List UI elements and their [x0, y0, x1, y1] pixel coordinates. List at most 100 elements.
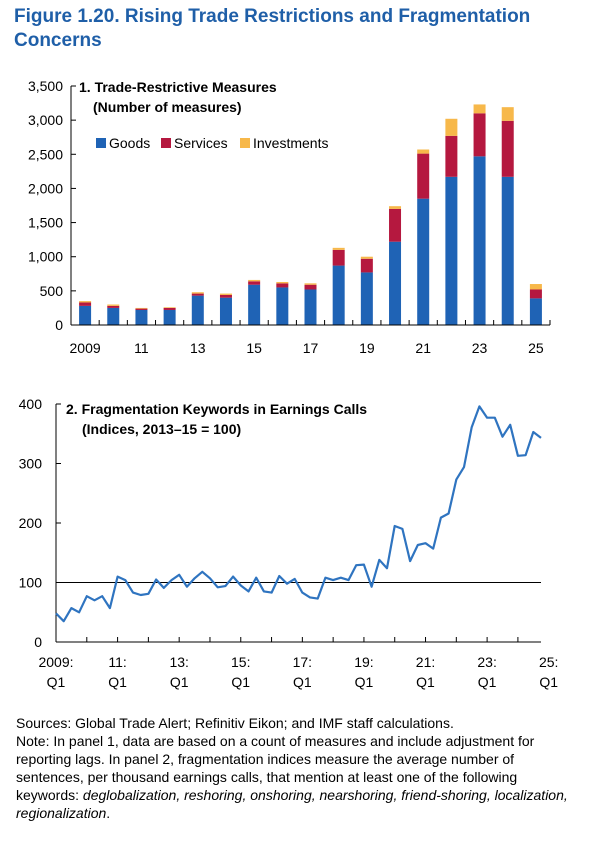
panel-1-x-tick-label: 2009 — [70, 340, 101, 356]
panel-2-x-tick-sublabel: Q1 — [478, 674, 497, 690]
panel-2-y-tick-label: 300 — [19, 456, 43, 472]
panel-2-y-tick-label: 0 — [34, 634, 42, 650]
panel-1-bar-investments-2020 — [389, 206, 402, 209]
panel-1-bar-investments-2018 — [332, 247, 345, 250]
panel-1-y-tick-label: 1,500 — [28, 215, 63, 231]
panel-1-bar-investments-2019 — [360, 256, 373, 259]
panel-1-bar-investments-2021 — [417, 149, 430, 154]
panel-1-legend-label-services: Services — [174, 135, 228, 151]
panel-1-bar-goods-2020 — [389, 241, 402, 325]
panel-1-bar-investments-2015 — [248, 279, 261, 282]
panel-1-bar-goods-2011 — [135, 309, 148, 325]
panel-1-y-tick-label: 1,000 — [28, 249, 63, 265]
panel-1-bar-services-2020 — [389, 208, 402, 242]
panel-1-x-tick-label: 23 — [472, 340, 488, 356]
note-end: . — [106, 805, 111, 821]
panel-1-legend-swatch-goods — [96, 138, 106, 148]
panel-1-bar-goods-2025 — [529, 298, 542, 325]
panel-1-bar-services-2023 — [473, 113, 486, 157]
panel-2-x-tick-label: 23: — [477, 654, 496, 670]
panel-1-title: 1. Trade-Restrictive Measures — [79, 79, 277, 95]
panel-2-y-tick-label: 400 — [19, 396, 43, 412]
panel-2-x-tick-label: 25: — [539, 654, 558, 670]
panel-1-bar-services-2019 — [360, 258, 373, 273]
panel-1-bar-services-2015 — [248, 281, 261, 285]
panel-2-x-tick-label: 11: — [108, 654, 126, 670]
panel-1-bars — [79, 104, 542, 325]
panel-1-bar-goods-2013 — [191, 295, 204, 325]
panel-1-bar-goods-2009 — [79, 305, 92, 325]
panel-1-bar-investments-2009 — [79, 301, 92, 303]
panel-2-subtitle: (Indices, 2013–15 = 100) — [82, 421, 241, 437]
panel-2-x-tick-sublabel: Q1 — [539, 674, 558, 690]
panel-2-series-line-path — [55, 405, 542, 623]
panel-1-bar-investments-2023 — [473, 104, 486, 114]
panel-1-legend-label-goods: Goods — [109, 135, 150, 151]
panel-1-bar-goods-2010 — [107, 307, 120, 325]
figure-title: Figure 1.20. Rising Trade Restrictions a… — [14, 6, 531, 51]
panel-1-bar-goods-2018 — [332, 265, 345, 325]
panel-1-y-tick-label: 3,500 — [28, 78, 63, 94]
note-text: Note: In panel 1, data are based on a co… — [16, 732, 582, 822]
panel-1-x-tick-label: 15 — [246, 340, 262, 356]
panel-2-x-tick-sublabel: Q1 — [355, 674, 374, 690]
panel-1-bar-investments-2013 — [191, 292, 204, 294]
panel-1-y-tick-label: 2,000 — [28, 180, 63, 196]
panel-2-x-tick-label: 13: — [169, 654, 188, 670]
panel-1-bar-investments-2024 — [501, 107, 514, 121]
panel-2-x-tick-label: 15: — [231, 654, 250, 670]
panel-1-bar-goods-2012 — [163, 309, 176, 325]
panel-1-bar-goods-2019 — [360, 272, 373, 325]
panel-1-bar-investments-2017 — [304, 283, 317, 285]
panel-2-x-axis: 2009: Q1 11: Q1 13: Q1 15: Q1 17: Q1 19: Q1 21: Q1 23:… — [38, 637, 558, 690]
panel-1-y-tick-label: 0 — [55, 317, 63, 333]
panel-2-x-tick-label: 17: — [293, 654, 312, 670]
panel-1-bar-services-2011 — [135, 308, 148, 310]
panel-1-bar-investments-2012 — [163, 307, 176, 308]
panel-1-x-tick-label: 21 — [415, 340, 431, 356]
panel-2-y-tick-label: 100 — [19, 575, 43, 591]
note-keywords: deglobalization, reshoring, onshoring, n… — [16, 787, 568, 821]
panel-2-x-tick-label: 19: — [354, 654, 373, 670]
panel-1-bar-services-2022 — [445, 135, 458, 177]
panel-1-legend-swatch-services — [161, 138, 171, 148]
panel-1-legend: Goods Services Investments — [96, 135, 328, 151]
panel-2-y-tick-label: 200 — [19, 515, 43, 531]
panel-1-x-tick-label: 17 — [303, 340, 319, 356]
figure-notes: Sources: Global Trade Alert; Refinitiv E… — [16, 714, 582, 822]
panel-1-bar-services-2024 — [501, 120, 514, 177]
panel-1-bar-investments-2022 — [445, 118, 458, 136]
panel-1-bar-investments-2014 — [219, 293, 232, 295]
panel-1-bar-investments-2010 — [107, 304, 120, 306]
panel-1-bar-chart: 1. Trade-Restrictive Measures (Number of… — [28, 78, 551, 356]
panel-1-y-tick-label: 2,500 — [28, 146, 63, 162]
panel-2-line-chart: 2. Fragmentation Keywords in Earnings Ca… — [19, 396, 559, 690]
panel-1-bar-services-2016 — [276, 283, 289, 288]
panel-1-bar-services-2013 — [191, 293, 204, 296]
panel-2-x-tick-sublabel: Q1 — [47, 674, 66, 690]
panel-1-bar-goods-2021 — [417, 198, 430, 325]
panel-1-bar-services-2009 — [79, 302, 92, 306]
panel-1-y-tick-label: 3,000 — [28, 112, 63, 128]
panel-2-series-line — [55, 405, 542, 623]
panel-1-bar-services-2010 — [107, 305, 120, 308]
panel-1-bar-goods-2022 — [445, 176, 458, 325]
panel-2-x-tick-label: 21: — [416, 654, 435, 670]
panel-1-bar-services-2012 — [163, 307, 176, 310]
panel-2-x-tick-sublabel: Q1 — [231, 674, 250, 690]
panel-1-bar-goods-2023 — [473, 156, 486, 325]
panel-1-x-tick-label: 13 — [190, 340, 206, 356]
panel-1-bar-investments-2016 — [276, 281, 289, 284]
panel-1-bar-services-2014 — [219, 294, 232, 298]
panel-1-bar-services-2025 — [529, 289, 542, 299]
panel-2-y-axis: 0 100 200 300 400 — [19, 396, 61, 650]
panel-1-bar-goods-2024 — [501, 176, 514, 325]
panel-1-bar-goods-2015 — [248, 284, 261, 325]
panel-2-x-tick-label: 2009: — [38, 654, 73, 670]
panel-1-bar-services-2017 — [304, 284, 317, 290]
panel-1-y-axis: 0 500 1,000 1,500 2,000 2,500 3,000 3,500 — [28, 78, 76, 333]
panel-1-bar-goods-2014 — [219, 297, 232, 325]
panel-1-bar-goods-2017 — [304, 289, 317, 325]
panel-2-title: 2. Fragmentation Keywords in Earnings Ca… — [66, 401, 367, 417]
panel-1-bar-investments-2025 — [529, 284, 542, 290]
